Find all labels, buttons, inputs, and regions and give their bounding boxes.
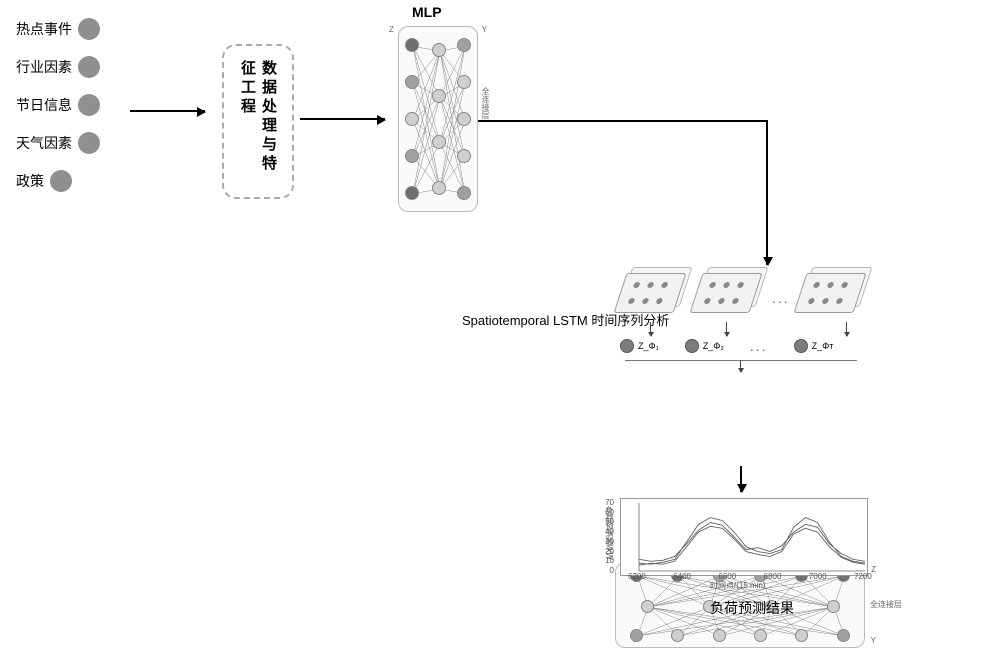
mlp-input-layer (403, 27, 421, 211)
lstm-block-1 (620, 273, 686, 323)
factor-weather: 天气因素 (16, 132, 100, 154)
lstm-out-arrow-3 (846, 322, 847, 336)
mlp-out-letter: Y (482, 25, 487, 34)
factor-industry: 行业因素 (16, 56, 100, 78)
z-bus-line (625, 360, 857, 361)
preprocess-box: 数据处理与特征工程 (222, 44, 294, 199)
lstm-out-ellipsis: ... (750, 338, 768, 354)
lstm-ellipsis: ... (772, 290, 790, 306)
z-label: Z_Φ₁ (638, 341, 659, 351)
z-label: Z_Φ₂ (703, 341, 724, 351)
preprocess-label: 数据处理与特征工程 (237, 60, 279, 183)
mlp-output-layer (455, 27, 473, 211)
lstm-out-1: Z_Φ₁ (620, 339, 659, 353)
lstm-out-2: Z_Φ₂ (685, 339, 724, 353)
lstm-out-3: Z_Φᴛ (794, 339, 834, 353)
fc2-side-label: 全连接层 (870, 599, 902, 610)
fc2-bot-letter: Y (871, 636, 876, 645)
mlp-hidden-layer (430, 27, 448, 211)
arrow-preprocess-to-mlp (300, 118, 385, 120)
fc2-output-layer (616, 627, 864, 643)
arrow-mlp-to-lstm (766, 120, 768, 265)
z-node-icon (620, 339, 634, 353)
arrow-fc2-to-chart (740, 466, 742, 492)
factor-label: 热点事件 (16, 19, 72, 39)
factor-dot-icon (50, 170, 72, 192)
factor-policy: 政策 (16, 170, 100, 192)
z-node-icon (794, 339, 808, 353)
mlp-in-letter: Z (389, 25, 394, 34)
lstm-block-2 (696, 273, 762, 323)
factor-hot-events: 热点事件 (16, 18, 100, 40)
chart-x-axis-label: 时间点/(15 min) (710, 580, 766, 591)
chart-canvas (621, 499, 869, 577)
lstm-out-arrow-1 (650, 322, 651, 336)
factor-holiday: 节日信息 (16, 94, 100, 116)
factor-dot-icon (78, 94, 100, 116)
factor-label: 天气因素 (16, 133, 72, 153)
factor-label: 行业因素 (16, 57, 72, 77)
mlp-side-label: 全连接层 (480, 87, 491, 119)
factor-dot-icon (78, 132, 100, 154)
factor-label: 节日信息 (16, 95, 72, 115)
z-node-icon (685, 339, 699, 353)
mlp-block: Z Y 全连接层 (398, 26, 478, 212)
lstm-out-row: Z_Φ₁ Z_Φ₂ ... Z_Φᴛ (620, 338, 833, 354)
input-factors: 热点事件 行业因素 节日信息 天气因素 政策 (16, 18, 100, 192)
lstm-out-arrow-2 (726, 322, 727, 336)
result-label: 负荷预测结果 (710, 598, 794, 618)
factor-dot-icon (78, 18, 100, 40)
z-label: Z_Φᴛ (812, 341, 834, 351)
lstm-row: ... (620, 273, 866, 323)
arrow-inputs-to-preprocess (130, 110, 205, 112)
lstm-block-3 (800, 273, 866, 323)
factor-label: 政策 (16, 171, 44, 191)
mlp-title: MLP (412, 4, 442, 20)
arrow-mlp-out-h (478, 120, 768, 122)
result-chart (620, 498, 868, 576)
arrow-z-to-fc2 (740, 360, 741, 372)
factor-dot-icon (78, 56, 100, 78)
